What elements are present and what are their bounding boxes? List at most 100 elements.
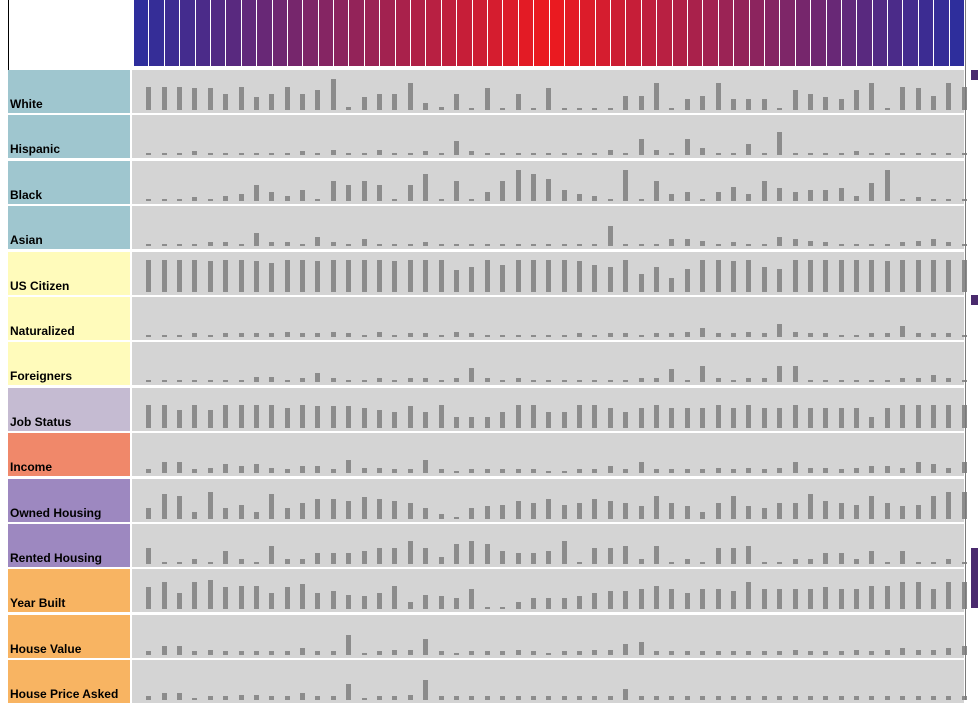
data-bar [530,380,536,383]
row-bar-track [132,478,967,522]
data-bar [792,696,798,701]
data-bar [407,469,413,474]
data-bar [300,404,306,428]
data-bar [315,498,321,519]
data-bar [484,153,490,156]
data-bar [546,471,552,474]
data-bar [515,259,521,292]
data-bar [207,649,213,655]
data-bar [961,87,967,110]
row-label: House Price Asked [8,660,130,703]
data-bar [146,507,152,519]
data-bar [530,696,536,701]
data-bar [823,380,829,383]
header-color-cell [533,0,549,66]
data-bar [730,407,736,428]
row-label-text: US Citizen [10,278,70,293]
data-bar [654,150,660,156]
data-bar [469,333,475,337]
data-bar [592,469,598,474]
data-bar [469,650,475,655]
data-bar [884,696,890,701]
data-bar [146,404,152,428]
data-bar [469,244,475,247]
data-bar [253,562,259,564]
header-color-cell [671,0,688,66]
data-bar [730,186,736,201]
data-bar [300,333,306,337]
data-bar [592,264,598,292]
data-bar [592,244,598,247]
row-label-text: Year Built [10,596,66,611]
header-color-cell [856,0,873,66]
data-bar [715,244,721,247]
data-bar [700,562,706,564]
data-bar [577,380,583,383]
data-bar [869,551,875,564]
header-color-cell [687,0,703,66]
data-bar [900,242,906,247]
header-color-cell [256,0,272,66]
data-bar [530,502,536,519]
data-bar [761,650,767,655]
data-bar [684,696,690,701]
data-bar [961,198,967,201]
data-bar [915,259,921,292]
data-bar [546,696,552,701]
data-bar [761,266,767,292]
data-bar [715,468,721,474]
data-bar [623,546,629,564]
header-color-cell [317,0,334,66]
data-bar [284,559,290,564]
row-label-text: House Value [10,641,82,656]
data-bar [161,404,167,428]
data-bar [330,180,336,201]
data-bar [761,696,767,701]
data-bar [946,696,952,701]
data-bar [807,407,813,428]
data-bar [577,153,583,156]
data-bar [931,696,937,701]
data-bar [746,468,752,474]
data-bar [161,380,167,383]
data-bar [730,99,736,110]
data-bar [515,378,521,383]
data-bar [238,87,244,110]
data-bar [453,244,459,247]
data-bar [946,153,952,156]
data-bar [607,198,613,201]
data-bar [223,195,229,201]
data-bar [561,108,567,110]
data-bar [946,83,952,110]
data-bar [623,96,629,110]
data-bar [761,589,767,610]
data-bar [330,405,336,428]
row-bar-track [132,251,967,295]
data-bar [792,366,798,383]
data-bar [900,404,906,428]
data-bar [530,335,536,337]
data-bar [592,498,598,519]
data-bar [792,153,798,156]
data-bar [654,696,660,701]
data-bar [423,460,429,474]
header-color-cell [871,0,888,66]
data-bar [515,696,521,701]
data-bar [423,548,429,564]
data-bar [961,380,967,383]
data-bar [453,652,459,655]
data-bar [269,191,275,201]
data-bar [546,380,552,383]
data-bar [269,650,275,655]
data-bar [931,495,937,519]
data-bar [346,634,352,655]
data-bar [330,150,336,156]
data-bar [530,650,536,655]
data-bar [607,108,613,110]
data-bar [146,198,152,201]
data-bar [315,333,321,337]
data-bar [377,498,383,519]
data-bar [577,696,583,701]
header-color-cell [917,0,934,66]
data-bar [192,88,198,110]
